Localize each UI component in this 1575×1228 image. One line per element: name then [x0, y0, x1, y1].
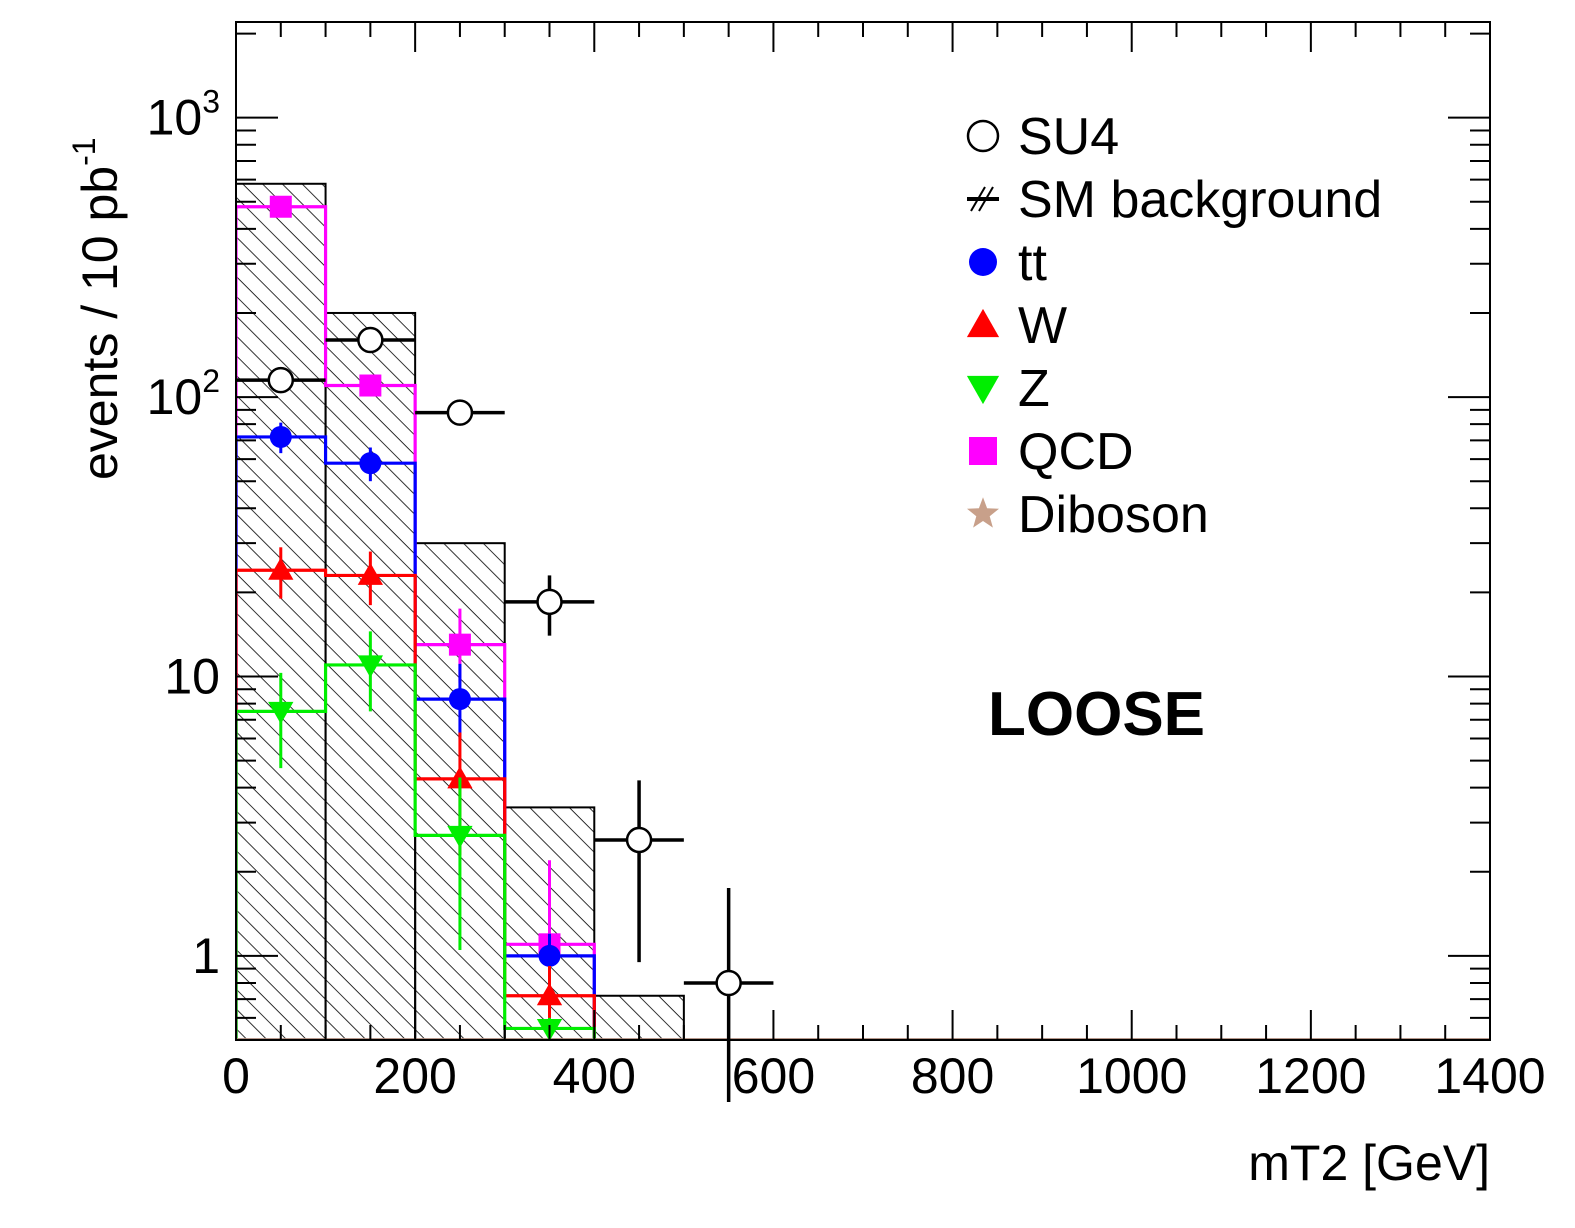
legend-entry-sm-background: SM background	[967, 171, 1382, 229]
legend-entry-z: Z	[966, 360, 1050, 418]
legend-label: SU4	[1018, 108, 1119, 166]
x-tick-label: 800	[911, 1048, 994, 1104]
y-tick-label: 102	[147, 363, 220, 425]
x-tick-label: 0	[222, 1048, 250, 1104]
z-marker	[268, 701, 294, 725]
legend-entry-tt: tt	[969, 234, 1047, 292]
y-tick-base: 10	[147, 90, 203, 146]
legend-marker	[966, 119, 1000, 153]
tt-marker	[359, 452, 382, 475]
legend-entry-w: W	[966, 297, 1067, 355]
w-marker	[447, 766, 473, 789]
x-tick-label: 400	[553, 1048, 636, 1104]
y-tick-label: 1	[192, 928, 220, 984]
su4-marker	[715, 969, 742, 997]
y-tick-exponent: 2	[202, 363, 220, 399]
legend-marker	[967, 497, 999, 528]
qcd-marker	[448, 633, 471, 656]
legend-label: W	[1018, 297, 1067, 355]
legend-marker	[969, 437, 997, 465]
su4-marker	[625, 826, 653, 854]
y-tick-label: 103	[147, 84, 220, 146]
w-marker	[268, 557, 294, 580]
x-axis-label: mT2 [GeV]	[1248, 1135, 1490, 1191]
z-marker	[447, 825, 473, 849]
y-axis-label-main: events / 10 pb	[72, 166, 128, 480]
x-tick-label: 1000	[1076, 1048, 1187, 1104]
loose-annotation: LOOSE	[988, 680, 1205, 749]
legend-marker	[969, 248, 997, 276]
tt-marker	[269, 425, 292, 448]
su4-marker	[267, 366, 295, 394]
x-tick-label: 200	[373, 1048, 456, 1104]
y-tick-label: 10	[164, 648, 220, 704]
marker-layer	[236, 195, 774, 1102]
qcd-marker	[269, 195, 292, 218]
x-tick-label: 600	[732, 1048, 815, 1104]
qcd-marker	[359, 374, 382, 397]
legend-label: Z	[1018, 360, 1050, 418]
tt-marker	[448, 688, 471, 711]
legend-entry-qcd: QCD	[969, 423, 1134, 481]
x-tick-label: 1400	[1434, 1048, 1545, 1104]
legend-label: tt	[1018, 234, 1047, 292]
legend-entry-su4: SU4	[966, 108, 1119, 166]
su4-marker	[357, 326, 384, 354]
legend-label: QCD	[1018, 423, 1134, 481]
y-tick-base: 10	[147, 369, 203, 425]
tt-marker	[538, 944, 561, 967]
w-marker	[536, 983, 563, 1006]
legend-marker	[966, 308, 1000, 338]
legend-label: SM background	[1018, 171, 1382, 229]
legend-label: Diboson	[1018, 486, 1209, 544]
axis-ticks	[235, 22, 1491, 1041]
y-tick-exponent: 3	[202, 84, 220, 120]
legend-marker	[966, 375, 1000, 405]
y-axis-label-superscript: -1	[66, 137, 102, 165]
y-axis-label: events / 10 pb-1	[66, 137, 128, 480]
legend-hatch-line	[970, 186, 986, 212]
w-marker	[357, 562, 384, 585]
legend-entry-diboson: Diboson	[967, 486, 1209, 544]
x-tick-label: 1200	[1255, 1048, 1366, 1104]
su4-marker	[536, 588, 563, 616]
su4-marker	[446, 399, 474, 426]
legend-hatch-line	[978, 186, 994, 212]
z-marker	[357, 655, 384, 678]
